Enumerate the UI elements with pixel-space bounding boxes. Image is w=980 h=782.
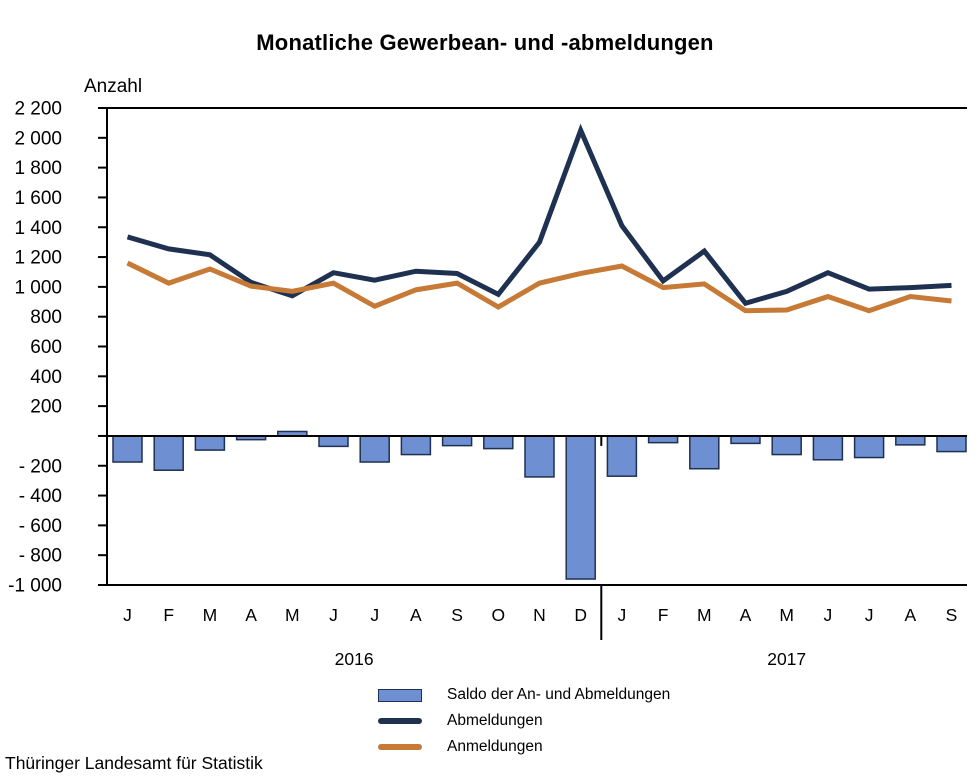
saldo-bar (112, 435, 143, 463)
month-label: J (865, 605, 874, 625)
month-label: J (370, 605, 379, 625)
saldo-bar (194, 435, 226, 451)
y-tick-label: 2 200 (14, 99, 62, 120)
y-tick-label: 200 (30, 397, 62, 418)
y-tick-label: - 200 (19, 456, 62, 477)
y-tick-label: 2 000 (14, 128, 62, 149)
legend-item-anmeldungen: Anmeldungen (378, 734, 670, 760)
month-label: F (163, 605, 174, 625)
saldo-bar (483, 435, 514, 450)
legend: Saldo der An- und Abmeldungen Abmeldunge… (378, 682, 670, 760)
y-tick-label: -1 000 (8, 576, 62, 597)
legend-label-anmeldungen: Anmeldungen (447, 738, 543, 755)
legend-item-saldo: Saldo der An- und Abmeldungen (378, 682, 670, 708)
y-tick-label: 1 800 (14, 158, 62, 179)
month-label: N (533, 605, 546, 625)
month-label: M (779, 605, 794, 625)
line-anmeldungen (126, 260, 952, 314)
month-label: S (946, 605, 958, 625)
month-label: S (451, 605, 463, 625)
y-tick-label: 600 (30, 337, 62, 358)
saldo-bar (606, 435, 638, 477)
saldo-bar (524, 435, 555, 478)
month-label: J (123, 605, 132, 625)
month-label: A (410, 605, 422, 625)
legend-label-abmeldungen: Abmeldungen (447, 712, 543, 729)
y-axis-unit-label: Anzahl (84, 76, 143, 97)
legend-item-abmeldungen: Abmeldungen (378, 708, 670, 734)
y-tick-label: 1 600 (14, 188, 62, 209)
saldo-bar (400, 435, 432, 456)
saldo-bar (771, 435, 802, 456)
saldo-bar-swatch-icon (378, 688, 422, 702)
month-label: M (697, 605, 712, 625)
month-label: A (740, 605, 752, 625)
y-tick-label: 1 400 (14, 218, 62, 239)
month-label: D (574, 605, 587, 625)
month-label: M (285, 605, 300, 625)
year-label: 2017 (767, 649, 806, 669)
y-tick-label: - 400 (19, 486, 62, 507)
y-tick-label: 1 200 (14, 248, 62, 269)
saldo-bar (647, 435, 679, 444)
y-tick-label: 1 000 (14, 277, 62, 298)
saldo-bar (812, 435, 844, 461)
month-label: J (824, 605, 833, 625)
saldo-bar (730, 435, 761, 445)
month-label: A (245, 605, 257, 625)
abmeldungen-line-swatch-icon (378, 718, 422, 724)
month-label: M (203, 605, 218, 625)
chart-canvas: 2 200 2 000 1 800 1 600 1 400 1 200 1 000 800 60… (8, 99, 967, 669)
year-label: 2016 (335, 649, 374, 669)
y-tick-label: - 600 (19, 516, 62, 537)
saldo-bar (936, 435, 967, 453)
month-label: J (329, 605, 338, 625)
saldo-bar (359, 435, 390, 463)
saldo-bar (895, 435, 926, 446)
month-label: O (491, 605, 505, 625)
source-attribution: Thüringer Landesamt für Statistik (5, 753, 263, 773)
month-label: F (658, 605, 669, 625)
chart-title: Monatliche Gewerbean- und -abmeldungen (256, 30, 714, 55)
legend-label-saldo: Saldo der An- und Abmeldungen (447, 686, 671, 703)
month-label: A (904, 605, 916, 625)
saldo-bar (441, 435, 473, 447)
saldo-bar (153, 435, 184, 471)
saldo-bar (689, 435, 720, 470)
y-tick-label: - 800 (19, 546, 62, 567)
saldo-bar (318, 435, 349, 448)
line-abmeldungen (126, 123, 952, 307)
saldo-bar (853, 435, 885, 459)
month-label: J (618, 605, 627, 625)
y-tick-label: 800 (30, 307, 62, 328)
saldo-bar (565, 435, 596, 580)
y-tick-label: 400 (30, 367, 62, 388)
anmeldungen-line-swatch-icon (378, 744, 422, 750)
